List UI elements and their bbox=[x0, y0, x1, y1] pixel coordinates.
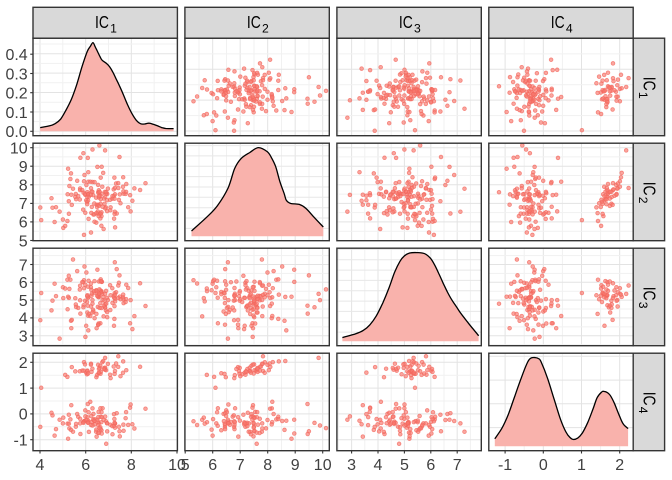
svg-text:1: 1 bbox=[110, 22, 117, 36]
svg-text:6: 6 bbox=[81, 457, 90, 474]
svg-text:4: 4 bbox=[636, 407, 650, 414]
svg-text:IC: IC bbox=[551, 12, 565, 32]
svg-text:3: 3 bbox=[636, 302, 650, 309]
svg-text:2: 2 bbox=[19, 355, 28, 372]
svg-text:6: 6 bbox=[19, 215, 28, 232]
svg-text:7: 7 bbox=[19, 257, 28, 274]
svg-text:7: 7 bbox=[453, 457, 462, 474]
svg-text:6: 6 bbox=[19, 275, 28, 292]
svg-text:10: 10 bbox=[314, 457, 332, 474]
svg-text:8: 8 bbox=[127, 457, 136, 474]
svg-text:3: 3 bbox=[347, 457, 356, 474]
svg-text:IC: IC bbox=[639, 392, 659, 406]
svg-text:IC: IC bbox=[639, 287, 659, 301]
svg-text:8: 8 bbox=[263, 457, 272, 474]
svg-text:0.2: 0.2 bbox=[5, 86, 27, 103]
svg-text:4: 4 bbox=[374, 457, 383, 474]
svg-text:0.0: 0.0 bbox=[5, 124, 27, 141]
svg-text:-1: -1 bbox=[498, 457, 512, 474]
svg-text:0: 0 bbox=[539, 457, 548, 474]
svg-text:5: 5 bbox=[181, 457, 190, 474]
svg-text:-1: -1 bbox=[13, 433, 27, 450]
svg-text:3: 3 bbox=[19, 329, 28, 346]
svg-text:6: 6 bbox=[426, 457, 435, 474]
svg-text:1: 1 bbox=[577, 457, 586, 474]
svg-text:0: 0 bbox=[19, 407, 28, 424]
svg-text:7: 7 bbox=[19, 196, 28, 213]
svg-text:1: 1 bbox=[636, 92, 650, 99]
svg-text:IC: IC bbox=[247, 12, 261, 32]
svg-text:9: 9 bbox=[291, 457, 300, 474]
svg-text:1: 1 bbox=[19, 381, 28, 398]
svg-text:5: 5 bbox=[19, 293, 28, 310]
svg-text:2: 2 bbox=[262, 22, 269, 36]
svg-text:0.4: 0.4 bbox=[5, 47, 27, 64]
svg-text:IC: IC bbox=[639, 182, 659, 196]
svg-text:IC: IC bbox=[95, 12, 109, 32]
svg-text:3: 3 bbox=[414, 22, 421, 36]
svg-text:7: 7 bbox=[236, 457, 245, 474]
svg-text:10: 10 bbox=[10, 141, 28, 158]
svg-text:9: 9 bbox=[19, 159, 28, 176]
svg-text:6: 6 bbox=[208, 457, 217, 474]
svg-text:5: 5 bbox=[19, 233, 28, 250]
svg-text:0.3: 0.3 bbox=[5, 66, 27, 83]
svg-text:2: 2 bbox=[636, 197, 650, 204]
svg-text:IC: IC bbox=[399, 12, 413, 32]
svg-text:2: 2 bbox=[615, 457, 624, 474]
svg-text:4: 4 bbox=[19, 311, 28, 328]
svg-text:10: 10 bbox=[168, 457, 186, 474]
svg-text:4: 4 bbox=[566, 22, 573, 36]
svg-text:4: 4 bbox=[36, 457, 45, 474]
svg-text:0.1: 0.1 bbox=[5, 105, 27, 122]
svg-text:IC: IC bbox=[639, 77, 659, 91]
svg-text:8: 8 bbox=[19, 178, 28, 195]
svg-text:5: 5 bbox=[400, 457, 409, 474]
